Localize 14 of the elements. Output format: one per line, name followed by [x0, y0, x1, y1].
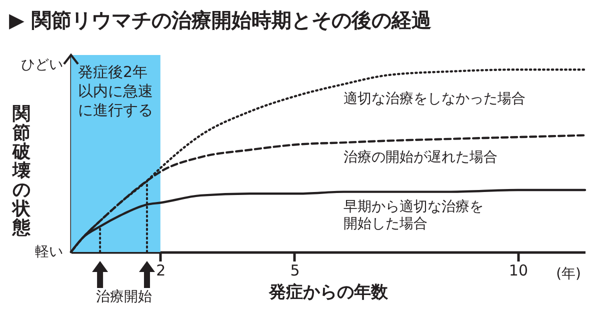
band-label: 発症後2年以内に急速に進行する [78, 63, 153, 119]
series-label: 早期から適切な治療を開始した場合 [343, 198, 484, 232]
text: 治療開始 [96, 289, 152, 305]
series-label: 適切な治療をしなかった場合 [343, 91, 526, 108]
series-label: 治療の開始が遅れた場合 [343, 150, 498, 166]
y-axis-title: 関節破壊の状態 [10, 104, 32, 238]
x-tick-label: 5 [290, 262, 300, 280]
text: ひどい [21, 57, 63, 73]
chart-title: ▶ 関節リウマチの治療開始時期とその後の経過 [9, 8, 432, 32]
x-tick-label: 10 [508, 262, 528, 280]
x-axis-title: 発症からの年数 [268, 282, 389, 302]
text: (年) [556, 266, 581, 282]
x-tick-label: 2 [156, 262, 166, 280]
text: 軽い [35, 244, 63, 260]
